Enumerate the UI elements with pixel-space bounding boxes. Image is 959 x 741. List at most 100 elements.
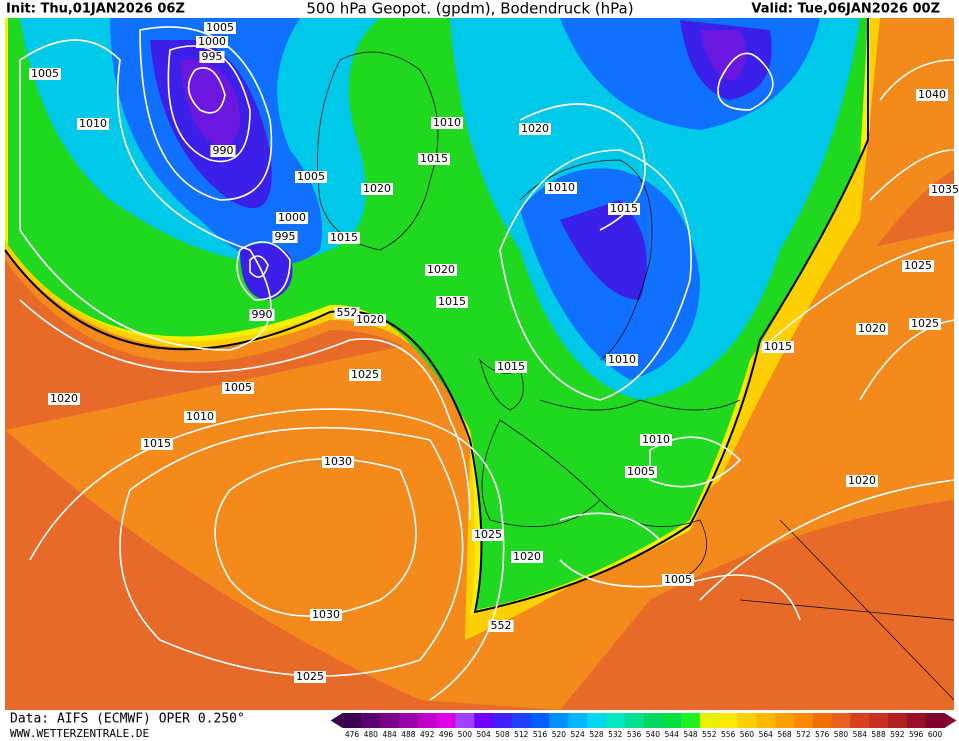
- label-box: [856, 323, 888, 335]
- isobar-label: 1020: [513, 550, 541, 563]
- isobar-label: 1005: [297, 170, 325, 183]
- isobar-label: 552: [337, 306, 358, 319]
- legend-label: 596: [909, 730, 924, 739]
- legend-swatch: [587, 713, 607, 728]
- isobar-label: 1020: [858, 322, 886, 335]
- legend-label: 536: [627, 730, 642, 739]
- legend-label: 572: [796, 730, 811, 739]
- legend-label: 508: [495, 730, 510, 739]
- label-box: [431, 117, 463, 129]
- legend-swatch: [887, 713, 908, 728]
- isobar-labels: 1005100099510051010990100510009959901010…: [29, 21, 959, 683]
- legend-label: 560: [740, 730, 755, 739]
- label-box: [662, 574, 694, 586]
- label-box: [334, 307, 360, 319]
- legend-swatch: [624, 713, 644, 728]
- label-box: [545, 182, 577, 194]
- isobar-label: 552: [491, 619, 512, 632]
- legend-label: 580: [834, 730, 849, 739]
- legend-label: 528: [589, 730, 604, 739]
- isobar-label: 1025: [351, 368, 379, 381]
- isobar-label: 1020: [363, 182, 391, 195]
- legend-label: 552: [702, 730, 717, 739]
- legend-label: 564: [759, 730, 774, 739]
- label-box: [328, 232, 360, 244]
- legend-swatch: [756, 713, 776, 728]
- label-box: [310, 609, 342, 621]
- isobar-label: 1030: [312, 608, 340, 621]
- label-box: [210, 145, 236, 157]
- isobar-label: 1040: [918, 88, 946, 101]
- legend-swatch: [549, 713, 569, 728]
- legend-swatch: [906, 713, 927, 728]
- isobar-label: 1035: [931, 183, 959, 196]
- label-box: [608, 203, 640, 215]
- isobar-label: 1010: [642, 433, 670, 446]
- label-box: [222, 382, 254, 394]
- isobar-label: 1025: [474, 528, 502, 541]
- label-box: [625, 466, 657, 478]
- legend-label: 484: [382, 730, 397, 739]
- isobar-label: 995: [202, 50, 223, 63]
- legend-swatch: [530, 713, 550, 728]
- isobar-label: 1015: [610, 202, 638, 215]
- legend-swatch: [417, 713, 438, 728]
- legend-label: 548: [683, 730, 698, 739]
- label-box: [519, 123, 551, 135]
- legend-label: 504: [476, 730, 491, 739]
- legend-arrow-low: [330, 713, 343, 728]
- legend-label: 520: [552, 730, 567, 739]
- label-box: [77, 118, 109, 130]
- legend-swatch: [399, 713, 419, 728]
- legend-label: 600: [928, 730, 943, 739]
- legend-label: 480: [364, 730, 379, 739]
- legend-swatch: [681, 713, 701, 728]
- header-bar: [0, 0, 959, 18]
- legend-swatch: [775, 713, 795, 728]
- legend-label: 500: [458, 730, 473, 739]
- legend-swatch: [831, 713, 851, 728]
- legend-label: 568: [777, 730, 792, 739]
- label-box: [606, 354, 638, 366]
- label-box: [916, 89, 948, 101]
- legend-swatch: [605, 713, 626, 728]
- legend-swatch: [436, 713, 456, 728]
- legend-label: 556: [721, 730, 736, 739]
- isobar-label: 1030: [324, 455, 352, 468]
- legend-swatch: [361, 713, 381, 728]
- isobar-label: 1020: [521, 122, 549, 135]
- isobar-label: 990: [213, 144, 234, 157]
- legend-swatch: [737, 713, 757, 728]
- label-box: [902, 260, 934, 272]
- label-box: [488, 620, 514, 632]
- isobar-label: 1015: [438, 295, 466, 308]
- legend-swatch: [643, 713, 663, 728]
- isobar-label: 1005: [31, 67, 59, 80]
- label-box: [354, 314, 386, 326]
- label-box: [276, 212, 308, 224]
- label-box: [294, 671, 326, 683]
- isobar-label: 1025: [911, 317, 939, 330]
- legend-swatch: [474, 713, 494, 728]
- legend-label: 496: [439, 730, 454, 739]
- legend-label: 512: [514, 730, 529, 739]
- isobar-label: 1020: [50, 392, 78, 405]
- legend-label: 516: [533, 730, 548, 739]
- isobar-label: 1020: [848, 474, 876, 487]
- map-title: 500 hPa Geopot. (gpdm), Bodendruck (hPa): [306, 0, 633, 18]
- legend-label: 576: [815, 730, 830, 739]
- legend-label: 532: [608, 730, 623, 739]
- label-box: [249, 309, 275, 321]
- legend-swatch: [869, 713, 889, 728]
- isobar-label: 1015: [420, 152, 448, 165]
- isobar-label: 1015: [330, 231, 358, 244]
- isobar-label: 1020: [427, 263, 455, 276]
- label-box: [349, 369, 381, 381]
- legend-swatch: [850, 713, 870, 728]
- legend-label: 588: [871, 730, 886, 739]
- legend-swatch: [793, 713, 814, 728]
- isobar-label: 1015: [497, 360, 525, 373]
- isobar-label: 1015: [143, 437, 171, 450]
- label-box: [495, 361, 527, 373]
